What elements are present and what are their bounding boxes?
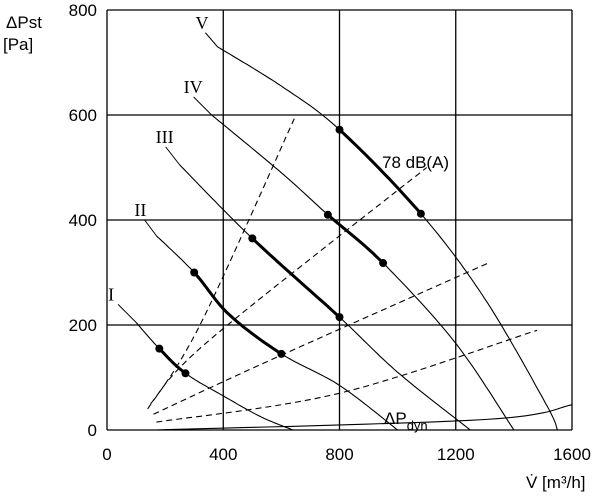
operating-point-2 [181, 369, 190, 378]
fan-curves [135, 46, 558, 431]
fan-curve-leader-V [205, 32, 218, 48]
dynamic-pressure-curve [156, 404, 573, 431]
y-axis-label: ΔPst [6, 13, 42, 32]
x-tick-label-3: 1200 [437, 445, 475, 464]
fan-curve-label-III: III [156, 127, 174, 147]
fan-curve-label-II: II [134, 200, 146, 220]
y-tick-label-4: 800 [69, 1, 97, 20]
grid-lines [106, 9, 573, 431]
system-curve-1 [147, 114, 297, 410]
operating-point-3 [190, 268, 199, 277]
fan-curve-label-IV: IV [184, 77, 203, 97]
fan-curve-I-operating-range [158, 347, 187, 375]
fan-curve-leader-II [144, 219, 157, 237]
noise-label: 78 dB(A) [382, 153, 449, 172]
fan-curve-label-V: V [195, 13, 208, 33]
operating-point-8 [379, 259, 388, 268]
fan-curve-leader-I [117, 304, 137, 323]
fan-curve-V-operating-range [338, 128, 423, 215]
x-tick-label-2: 800 [325, 445, 353, 464]
operating-point-1 [155, 344, 164, 353]
system-curve-4 [156, 329, 538, 423]
operating-point-9 [335, 125, 344, 134]
system-curves [147, 114, 573, 431]
fan-curve-leader-III [165, 146, 181, 166]
y-tick-label-2: 400 [69, 211, 97, 230]
x-axis-label: V̇ [m³/h] [526, 473, 586, 492]
fan-curve-I [135, 322, 294, 431]
y-tick-label-1: 200 [69, 316, 97, 335]
y-axis-label-unit: [Pa] [3, 35, 33, 54]
tick-labels: 0 400 800 1200 1600 0 200 400 600 800 [69, 1, 591, 464]
x-tick-label-1: 400 [209, 445, 237, 464]
operating-points [155, 125, 425, 378]
fan-curve-IV [211, 114, 515, 431]
fan-curve-label-I: I [108, 284, 114, 304]
y-tick-label-3: 600 [69, 106, 97, 125]
operating-point-10 [416, 209, 425, 218]
fan-curve-II-operating-range [193, 271, 283, 356]
fan-curve-II [156, 235, 398, 431]
fan-curve-V [217, 46, 558, 431]
y-axis-label-line1: ΔPst [6, 13, 42, 32]
y-tick-label-0: 0 [88, 421, 97, 440]
dyn-pressure-sub: dyn [407, 418, 428, 433]
operating-point-5 [248, 234, 257, 243]
x-tick-label-0: 0 [102, 445, 111, 464]
operating-point-4 [277, 349, 286, 358]
system-curve-2 [150, 167, 428, 405]
system-curve-3 [153, 261, 491, 415]
fan-curve-leader-IV [193, 96, 212, 116]
fan-curve-IV-operating-range [326, 213, 385, 265]
dyn-pressure-main: ΔP [384, 409, 407, 428]
x-tick-label-4: 1600 [553, 445, 591, 464]
dyn-pressure-label: ΔPdyn [384, 409, 428, 433]
fan-curve-III-operating-range [251, 237, 341, 319]
operating-point-6 [335, 313, 344, 322]
operating-point-7 [323, 210, 332, 219]
